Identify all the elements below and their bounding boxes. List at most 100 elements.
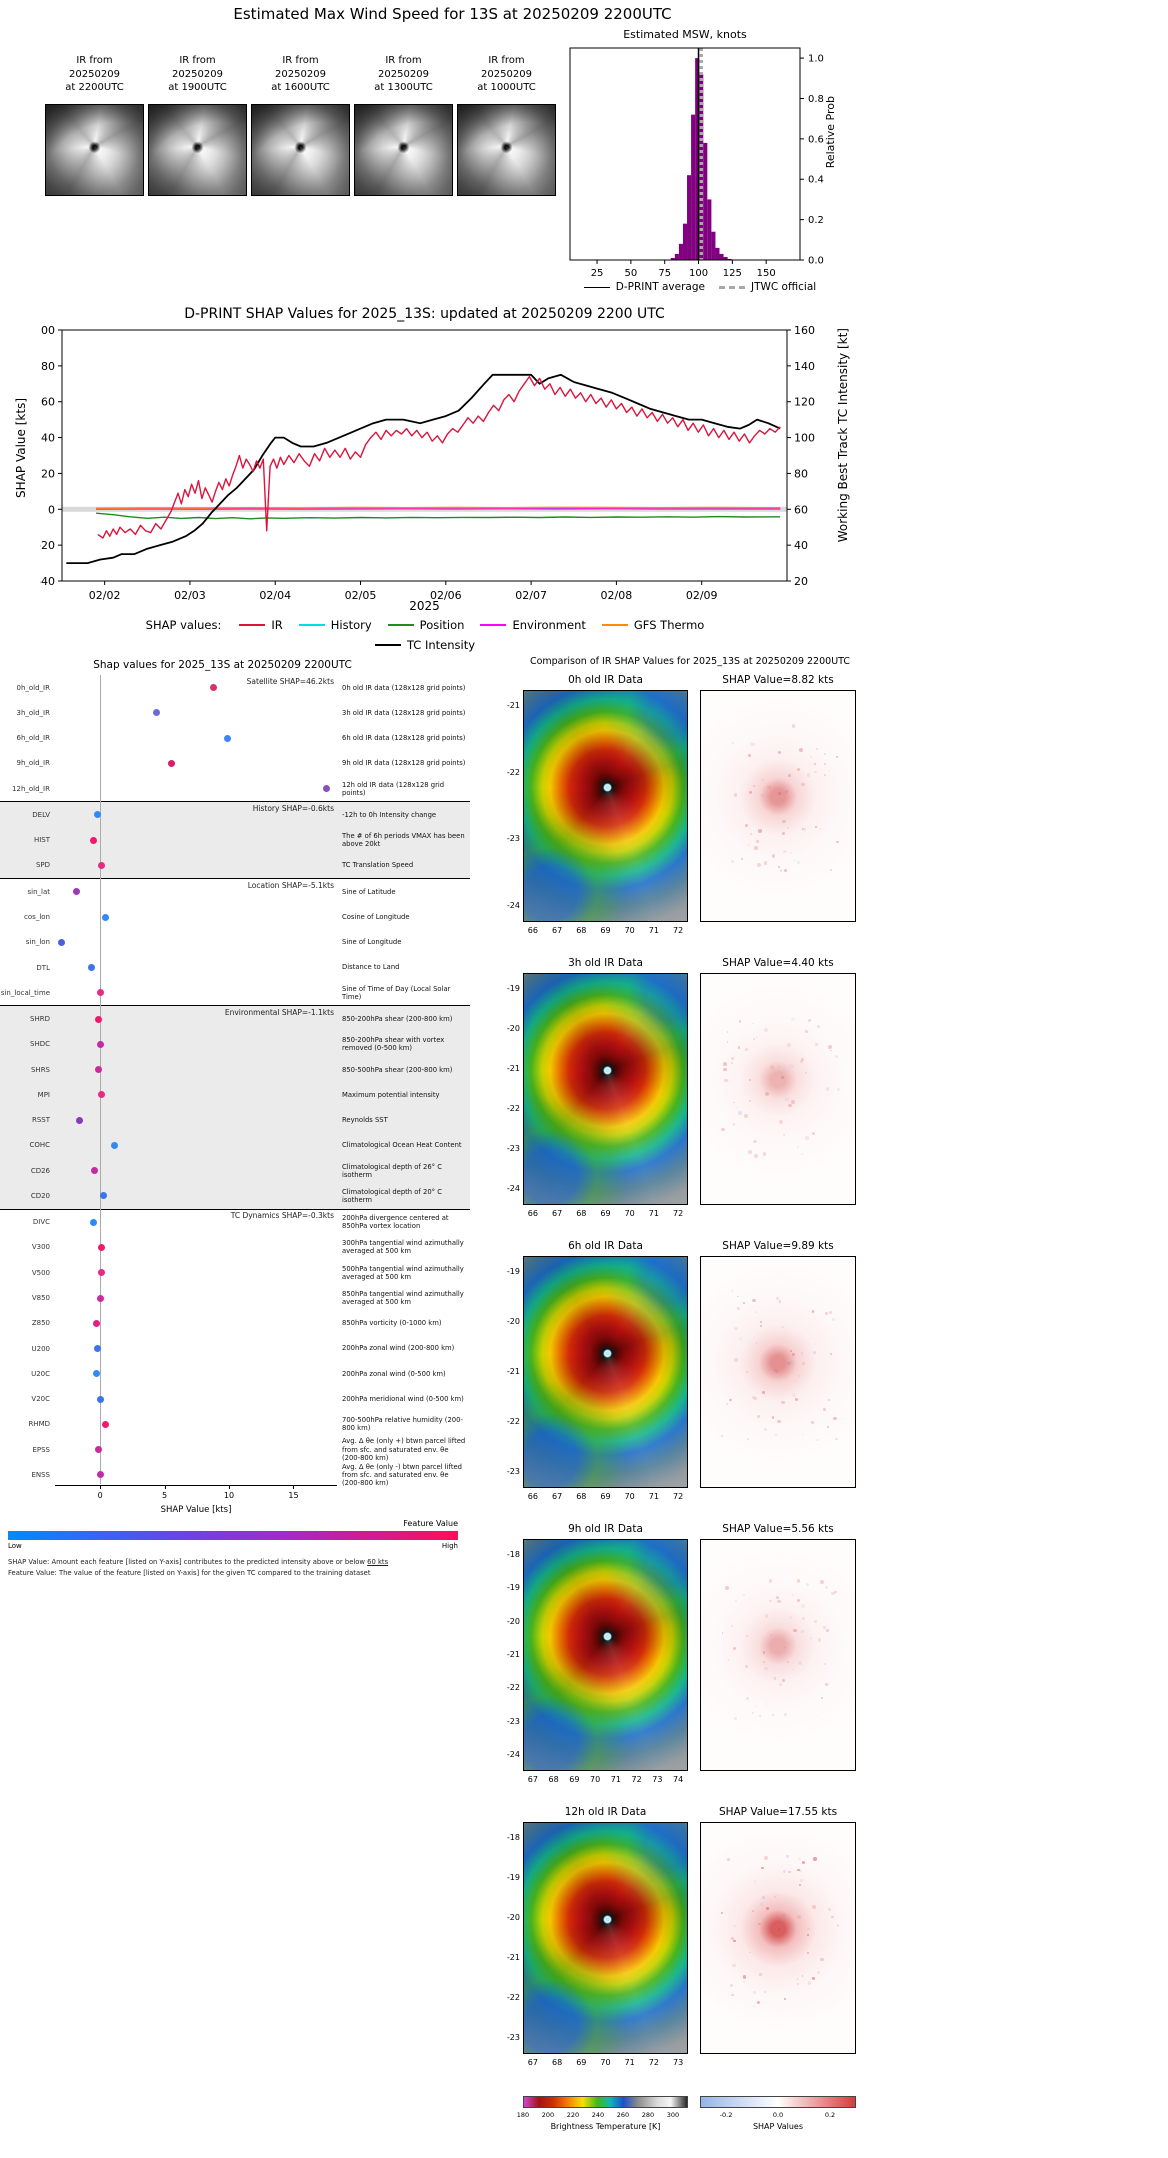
shap-speckle [760,1324,763,1327]
y-tick-label-right: 100 [794,432,815,445]
shap-speckle [834,1055,839,1059]
feature-description: Avg. Δ θe (only +) btwn parcel lifted fr… [342,1437,466,1462]
shap-speckle [746,1697,750,1701]
shap-feature-row-cohc: COHC Climatological Ocean Heat Content [0,1133,470,1158]
shap-speckle [824,1312,828,1315]
shap-speckle [829,1049,832,1052]
feature-description: 850hPa tangential wind azimuthally avera… [342,1289,464,1306]
shap-dot-hist [90,836,98,844]
y-tick-label: -21 [506,701,520,711]
feature-name: sin_lat [27,887,50,896]
x-tick-label: 68 [552,2058,563,2067]
shap-speckle [726,1041,729,1044]
shap-speckle [826,1087,830,1091]
x-tick-label: 75 [658,268,671,279]
y-tick-label-left: -20 [40,539,55,552]
shap-speckle [801,782,805,786]
feature-description: 850-200hPa shear (200-800 km) [342,1015,453,1023]
feature-description: 6h old IR data (128x128 grid points) [342,734,466,743]
ir-thumbnail-cell-2: IR from 20250209 at 1600UTC [250,54,351,196]
comparison-title: Comparison of IR SHAP Values for 2025_13… [529,656,851,667]
feature-description: Climatological Ocean Heat Content [342,1141,462,1150]
shap-speckle [814,1343,817,1346]
shap-speckle [745,824,748,827]
shap-speckle [731,1290,734,1293]
feature-dot-strip [55,1361,336,1386]
shap-speckle [763,1152,767,1156]
shap-speckle [763,1028,768,1032]
shap-speckle [832,1318,835,1321]
y-tick-label: 0.8 [808,94,824,105]
shap-speckle [817,1638,822,1642]
x-tick-label: 25 [591,268,604,279]
jtwc-official-label: JTWC official [751,281,817,293]
shap-speckle [814,825,817,828]
shap-speckle [807,773,811,777]
shap-speckle [725,1402,729,1406]
y-tick-label: -20 [506,1913,520,1923]
shap-speckle [799,748,803,753]
shap-speckle [835,1437,838,1441]
shap-dot-6h-old-ir [224,734,232,742]
shap-speckle [721,1911,724,1915]
shap-speckle [831,1591,835,1596]
shap-speckle [837,1088,840,1091]
axis-tick-label: 10 [223,1491,235,1500]
y-tick-label: -21 [506,1367,520,1376]
timeseries-legend-row-1: SHAP values: IR History Position Environment… [60,615,790,635]
shap-speckle [734,1599,737,1602]
feature-dot-strip [55,1108,336,1133]
shap-speckle [792,1353,796,1357]
feature-name: CD26 [30,1166,50,1175]
feature-name: SHRD [30,1015,50,1024]
shap-speckle [757,2001,761,2005]
shap-speckle [797,768,801,772]
y-tick-label-left: 60 [41,396,55,409]
colorbar-tick-label: 220 [566,2111,580,2119]
shap-speckle [823,1626,826,1630]
shap-speckle [824,1682,828,1686]
shap-feature-row-enss: ENSS Avg. Δ θe (only -) btwn parcel lifte… [0,1462,470,1487]
colorbar-tick-label: 300 [666,2111,680,2119]
histogram-bar [670,257,675,260]
shap-speckle [784,1096,789,1101]
feature-name: RSST [31,1116,50,1125]
ir-thumbnail-label: IR from 20250209 at 1600UTC [250,54,351,96]
y-tick-label: -19 [506,1873,520,1883]
shap-speckle [733,1939,736,1943]
y-tick-label: -20 [506,1024,520,1034]
ir-thumbnail-label-line: at 1600UTC [271,82,330,93]
shap-dot-3h-old-ir [153,709,161,717]
shap-group-header: TC Dynamics SHAP=-0.3kts [230,1211,334,1221]
shap-center-blob [701,974,855,1204]
shap-dot-u200 [94,1345,102,1353]
colorbar-tick-label: 240 [591,2111,605,2119]
shap-value-map [700,1539,856,1771]
shap-speckle [774,1677,777,1680]
shap-speckle [734,1326,738,1331]
histogram-bar [687,175,692,260]
ir-thumbnail-label-line: at 1000UTC [477,82,536,93]
shap-speckle [767,785,772,790]
shap-value-map [700,1822,856,2054]
axis-tick-label: 5 [162,1491,168,1500]
feature-description: TC Translation Speed [342,861,414,870]
feature-description: 0h old IR data (128x128 grid points) [342,683,466,692]
feature-dot-strip [55,1462,336,1487]
feature-dot-strip [55,955,336,980]
shap-speckle [723,1062,727,1066]
shap-group-header: History SHAP=-0.6kts [252,803,334,813]
shap-speckle [807,1981,812,1985]
shap-feature-row-mpi: MPI Maximum potential intensity [0,1082,470,1107]
feature-dot-strip [55,1183,336,1208]
shap-group-location: sin_lat Location SHAP=-5.1kts Sine of Lati… [0,878,470,1005]
y-tick-label: -23 [506,1466,520,1476]
shap-speckle [824,774,826,776]
shap-speckle [819,827,822,830]
ir-thumbnail-label-line: IR from [76,55,113,66]
shap-speckle [784,1712,788,1716]
shap-speckle [798,1661,802,1665]
shap-speckle [800,1058,804,1062]
legend-item-position: Position [387,618,464,632]
